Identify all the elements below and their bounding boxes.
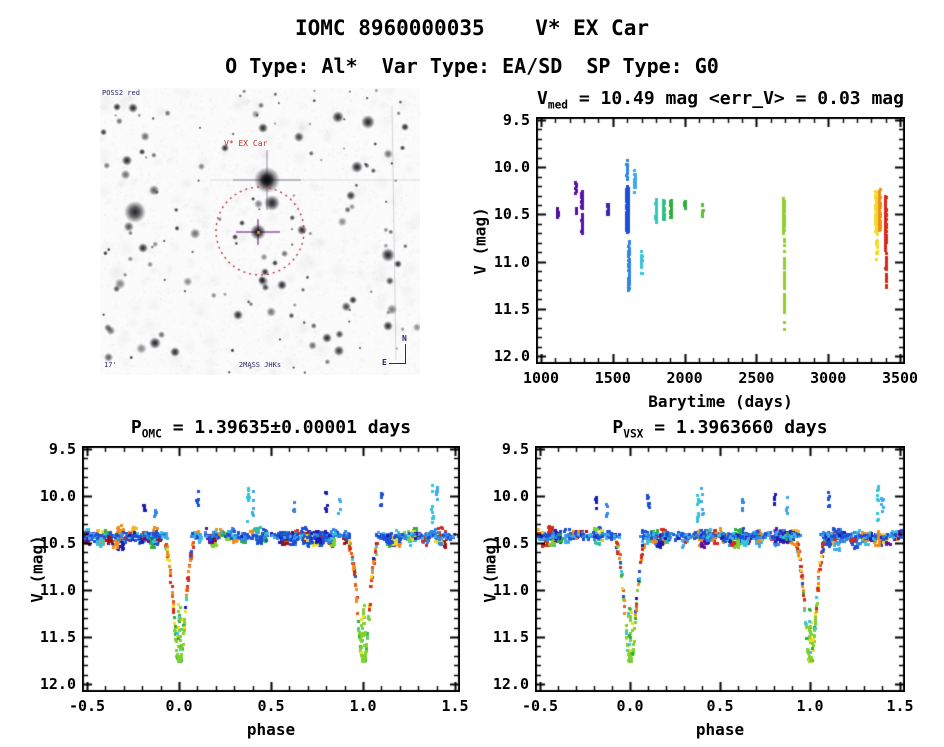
x-tick-label: -0.5	[521, 697, 559, 715]
title-base: P	[130, 417, 142, 438]
x-tick-label: 2000	[666, 369, 703, 387]
y-tick-label: 10.5	[39, 534, 76, 552]
phase-omc-canvas	[82, 446, 460, 692]
y-tick-label: 12.0	[493, 347, 530, 365]
finding-chart-source-label: POSS2 red	[102, 89, 140, 97]
title-rest: = 1.39635±0.00001 days	[161, 417, 412, 438]
y-tick-label: 11.0	[39, 581, 76, 599]
page-title: IOMC 8960000035 V* EX Car	[294, 16, 649, 40]
y-tick-label: 9.5	[48, 440, 76, 458]
title-base: P	[612, 417, 624, 438]
phase-vsx-canvas	[535, 446, 905, 692]
phase-omc-plot: POMC = 1.39635±0.00001 days V (mag) phas…	[28, 417, 469, 739]
compass-north-line	[405, 344, 406, 364]
x-tick-label: 0.5	[706, 697, 734, 715]
title-base: V	[537, 88, 548, 109]
title-sub: VSX	[623, 427, 644, 441]
compass-icon: N E	[382, 334, 416, 370]
finding-chart-target-label: V* EX Car	[224, 139, 268, 148]
title-sub: med	[547, 98, 569, 112]
finding-chart-image	[100, 88, 420, 375]
y-tick-label: 10.0	[39, 487, 76, 505]
phase-vsx-xlabel: phase	[695, 720, 745, 739]
title-sub: OMC	[141, 427, 162, 441]
finding-chart-catalog-label: 2MASS JHKs	[238, 361, 282, 369]
phase-omc-xlabel: phase	[246, 720, 296, 739]
x-tick-label: 0.0	[165, 697, 193, 715]
phase-vsx-plot: PVSX = 1.3963660 days V (mag) phase 9.5 1…	[481, 417, 914, 739]
y-tick-label: 11.5	[39, 628, 76, 646]
phase-omc-title: POMC = 1.39635±0.00001 days	[131, 417, 411, 441]
x-tick-label: 0.0	[616, 697, 644, 715]
x-tick-label: 1.0	[796, 697, 824, 715]
y-tick-label: 9.5	[502, 111, 530, 129]
x-tick-label: 2500	[738, 369, 775, 387]
x-tick-label: 1.0	[349, 697, 377, 715]
compass-east-label: E	[382, 358, 387, 367]
compass-east-line	[389, 363, 405, 364]
lightcurve-time-xlabel: Barytime (days)	[648, 392, 793, 411]
lightcurve-time-title: Vmed = 10.49 mag <err_V> = 0.03 mag	[537, 88, 904, 112]
x-tick-label: 3500	[881, 369, 919, 387]
lightcurve-time-ylabel: V (mag)	[470, 206, 490, 275]
x-tick-label: 1.5	[886, 697, 914, 715]
lightcurve-time-plot: Vmed = 10.49 mag <err_V> = 0.03 mag V (m…	[471, 88, 919, 411]
y-tick-label: 12.0	[492, 675, 529, 693]
finding-chart-panel: POSS2 red V* EX Car 2MASS JHKs 17' N E	[100, 88, 420, 375]
y-tick-label: 11.0	[492, 581, 529, 599]
y-tick-label: 9.5	[501, 440, 529, 458]
title-rest: = 10.49 mag <err_V> = 0.03 mag	[568, 88, 904, 109]
finding-chart-scale-label: 17'	[104, 361, 117, 369]
x-tick-label: 1000	[522, 369, 560, 387]
compass-north-label: N	[402, 334, 407, 343]
x-tick-label: 1.5	[441, 697, 469, 715]
x-tick-label: 3000	[810, 369, 847, 387]
y-tick-label: 10.5	[492, 534, 529, 552]
y-tick-label: 10.5	[493, 205, 530, 224]
phase-vsx-title: PVSX = 1.3963660 days	[612, 417, 827, 441]
x-tick-label: -0.5	[68, 697, 106, 715]
title-rest: = 1.3963660 days	[643, 417, 828, 438]
x-tick-label: 1500	[594, 369, 631, 387]
y-tick-label: 11.5	[493, 299, 530, 318]
y-tick-label: 11.0	[493, 252, 530, 271]
y-tick-label: 10.0	[492, 487, 529, 505]
y-tick-label: 12.0	[39, 675, 76, 693]
y-tick-label: 11.5	[492, 628, 529, 646]
y-tick-label: 10.0	[493, 158, 530, 177]
page-subtitle: O Type: Al* Var Type: EA/SD SP Type: G0	[225, 54, 719, 78]
lightcurve-time-canvas	[536, 117, 905, 364]
x-tick-label: 0.5	[257, 697, 285, 715]
